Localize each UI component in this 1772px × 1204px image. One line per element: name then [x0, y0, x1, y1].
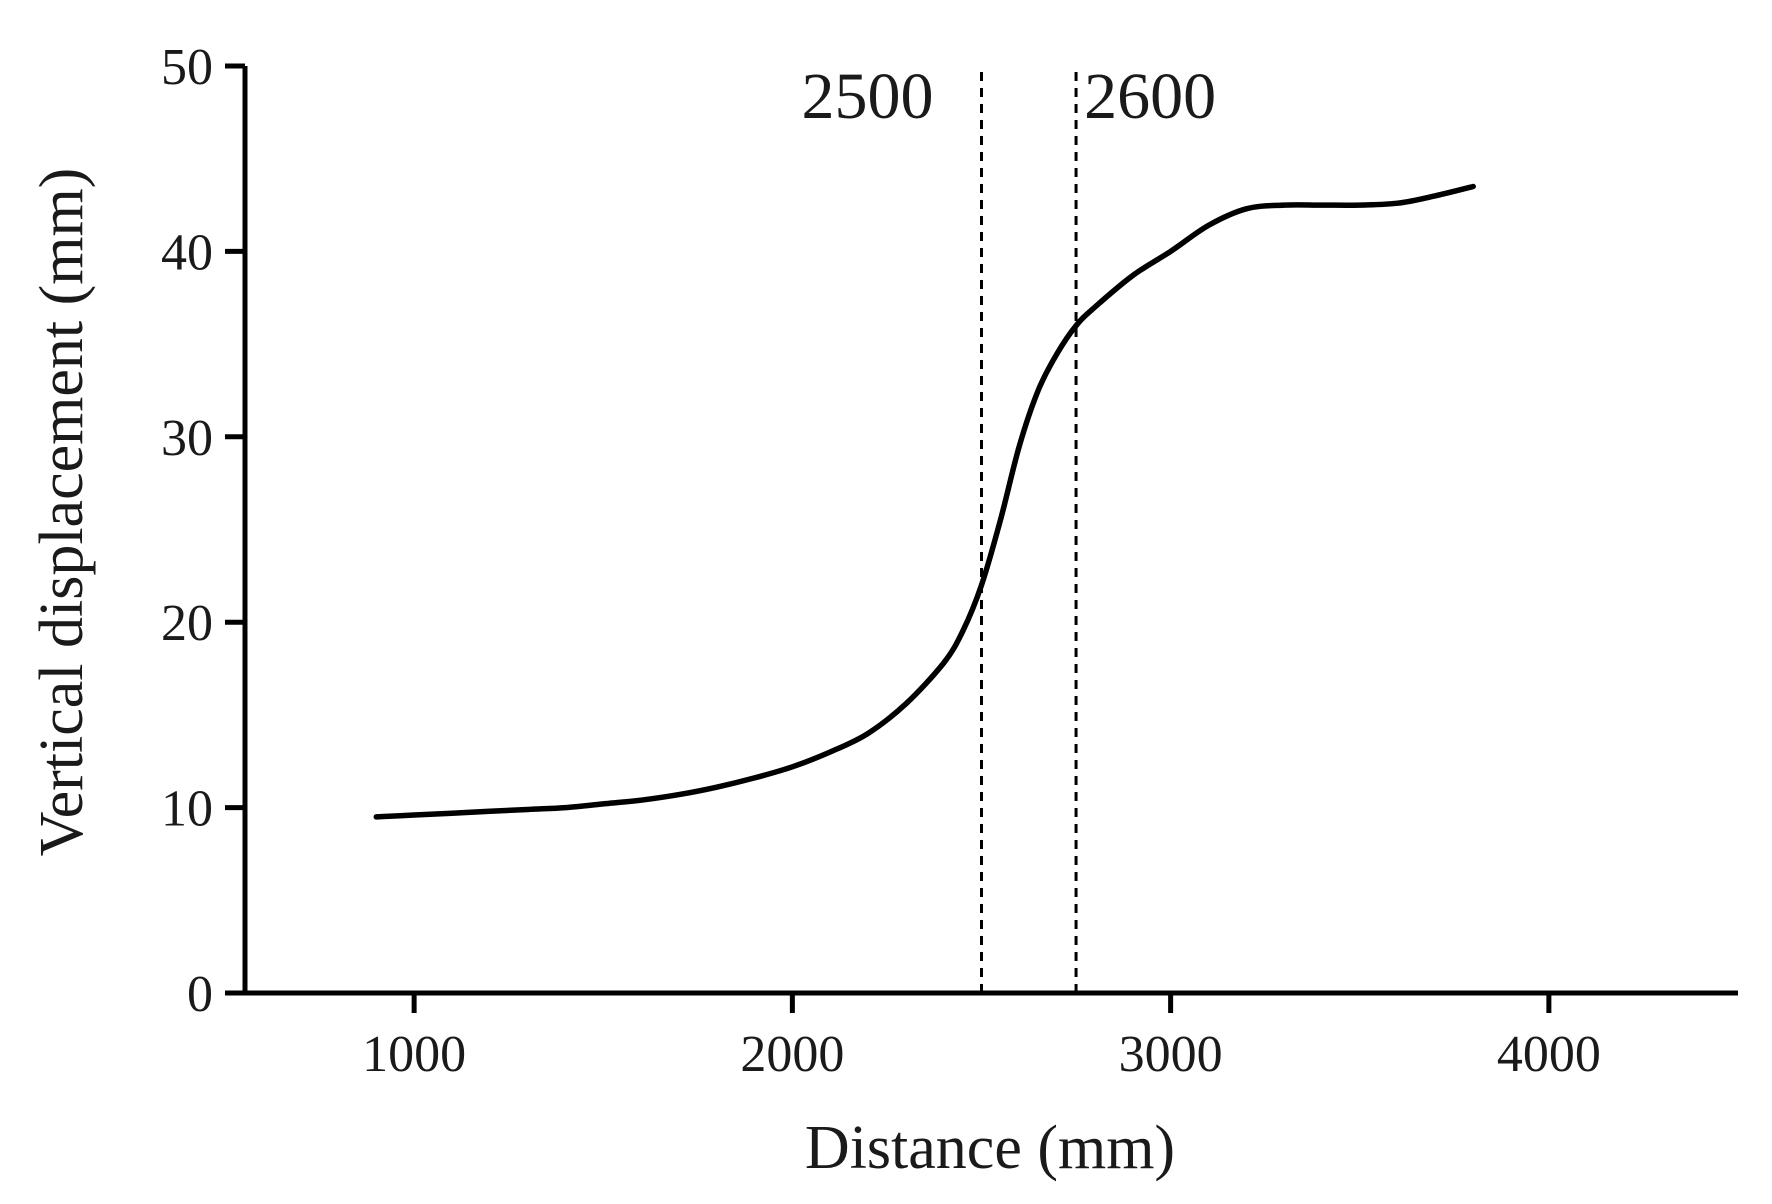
reference-lines: 2500 2600: [802, 60, 1216, 993]
reference-label: 2500: [802, 60, 934, 133]
axes: 0 10 20 30 40 50 1000 2000 3000 4000: [161, 39, 1738, 1083]
y-tick-label: 40: [161, 224, 213, 281]
x-tick-label: 3000: [1119, 1026, 1223, 1083]
series-line-0: [373, 183, 1476, 820]
y-tick-label: 30: [161, 410, 213, 467]
y-tick-label: 0: [187, 966, 213, 1023]
y-tick-label: 10: [161, 781, 213, 838]
reference-label: 2600: [1084, 60, 1216, 133]
x-tick-label: 1000: [362, 1026, 466, 1083]
x-tick-label: 4000: [1497, 1026, 1601, 1083]
y-tick-label: 20: [161, 595, 213, 652]
y-tick-label: 50: [161, 39, 213, 96]
y-axis-title: Vertical displacement (mm): [28, 168, 96, 857]
x-tick-label: 2000: [740, 1026, 844, 1083]
series-layer: [373, 183, 1476, 820]
x-axis-title: Distance (mm): [805, 1114, 1175, 1182]
